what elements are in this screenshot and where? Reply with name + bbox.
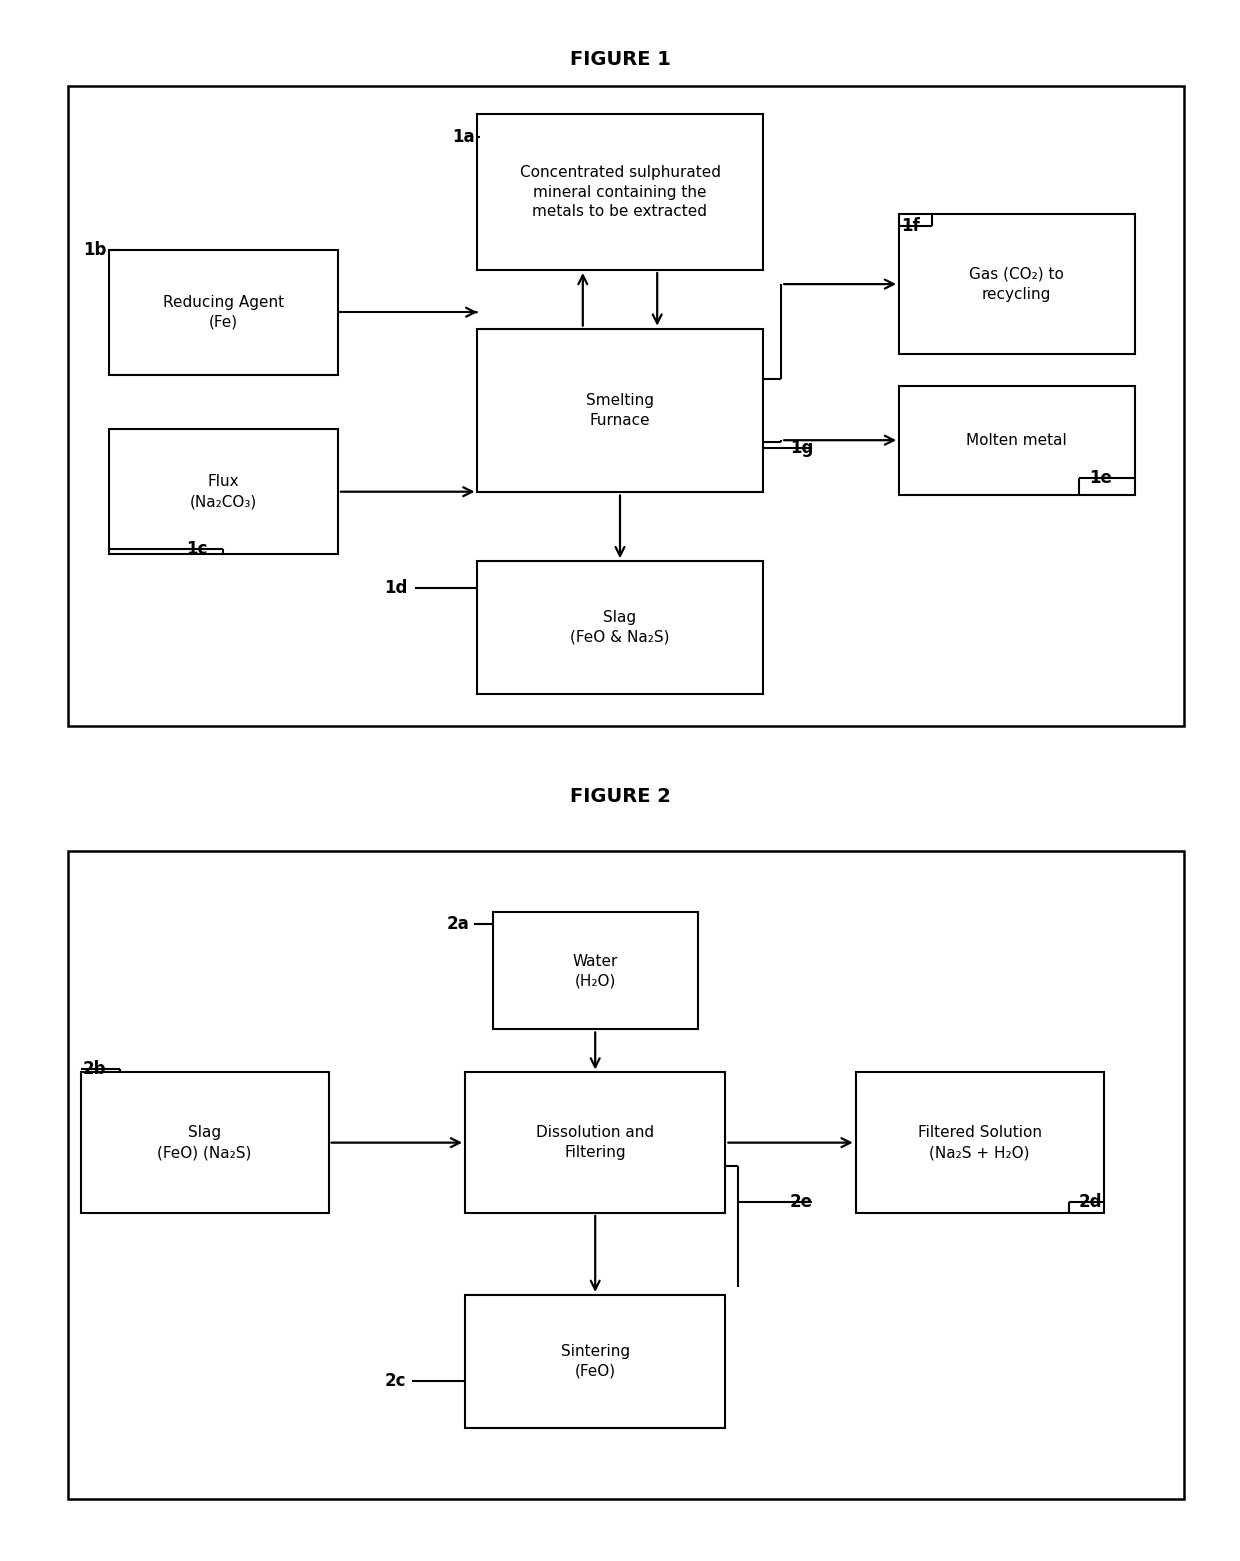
Bar — [81, 1072, 329, 1213]
Text: Molten metal: Molten metal — [966, 432, 1068, 448]
Text: 1d: 1d — [384, 579, 408, 598]
Text: Flux
(Na₂CO₃): Flux (Na₂CO₃) — [190, 475, 257, 509]
Bar — [856, 1072, 1104, 1213]
Text: 1g: 1g — [790, 439, 813, 457]
Text: FIGURE 1: FIGURE 1 — [569, 50, 671, 69]
Text: 2e: 2e — [790, 1193, 813, 1211]
Text: Water
(H₂O): Water (H₂O) — [573, 954, 618, 988]
Text: Slag
(FeO) (Na₂S): Slag (FeO) (Na₂S) — [157, 1125, 252, 1160]
Bar — [899, 386, 1135, 495]
Text: 2d: 2d — [1079, 1193, 1102, 1211]
Bar — [477, 562, 763, 693]
Text: 1e: 1e — [1089, 468, 1111, 487]
Text: 2a: 2a — [446, 915, 469, 933]
Bar — [109, 429, 337, 554]
Text: 2c: 2c — [384, 1372, 405, 1391]
Bar — [109, 250, 337, 375]
Text: Concentrated sulphurated
mineral containing the
metals to be extracted: Concentrated sulphurated mineral contain… — [520, 165, 720, 219]
Bar — [465, 1296, 725, 1427]
Text: FIGURE 2: FIGURE 2 — [569, 787, 671, 805]
Text: 1b: 1b — [83, 240, 107, 259]
Bar — [68, 86, 1184, 726]
Bar — [465, 1072, 725, 1213]
Bar — [477, 114, 763, 270]
Text: 1c: 1c — [186, 540, 207, 559]
Text: Smelting
Furnace: Smelting Furnace — [587, 393, 653, 428]
Bar — [68, 851, 1184, 1499]
Text: Gas (CO₂) to
recycling: Gas (CO₂) to recycling — [970, 267, 1064, 301]
Text: 1f: 1f — [901, 217, 920, 236]
Text: Dissolution and
Filtering: Dissolution and Filtering — [536, 1125, 655, 1160]
Text: Slag
(FeO & Na₂S): Slag (FeO & Na₂S) — [570, 610, 670, 645]
Text: Sintering
(FeO): Sintering (FeO) — [560, 1344, 630, 1378]
Text: Filtered Solution
(Na₂S + H₂O): Filtered Solution (Na₂S + H₂O) — [918, 1125, 1042, 1160]
Bar — [477, 329, 763, 493]
Bar — [899, 214, 1135, 354]
Text: Reducing Agent
(Fe): Reducing Agent (Fe) — [162, 295, 284, 329]
Bar — [492, 912, 697, 1030]
Text: 2b: 2b — [83, 1060, 107, 1079]
Text: 1a: 1a — [453, 128, 475, 147]
